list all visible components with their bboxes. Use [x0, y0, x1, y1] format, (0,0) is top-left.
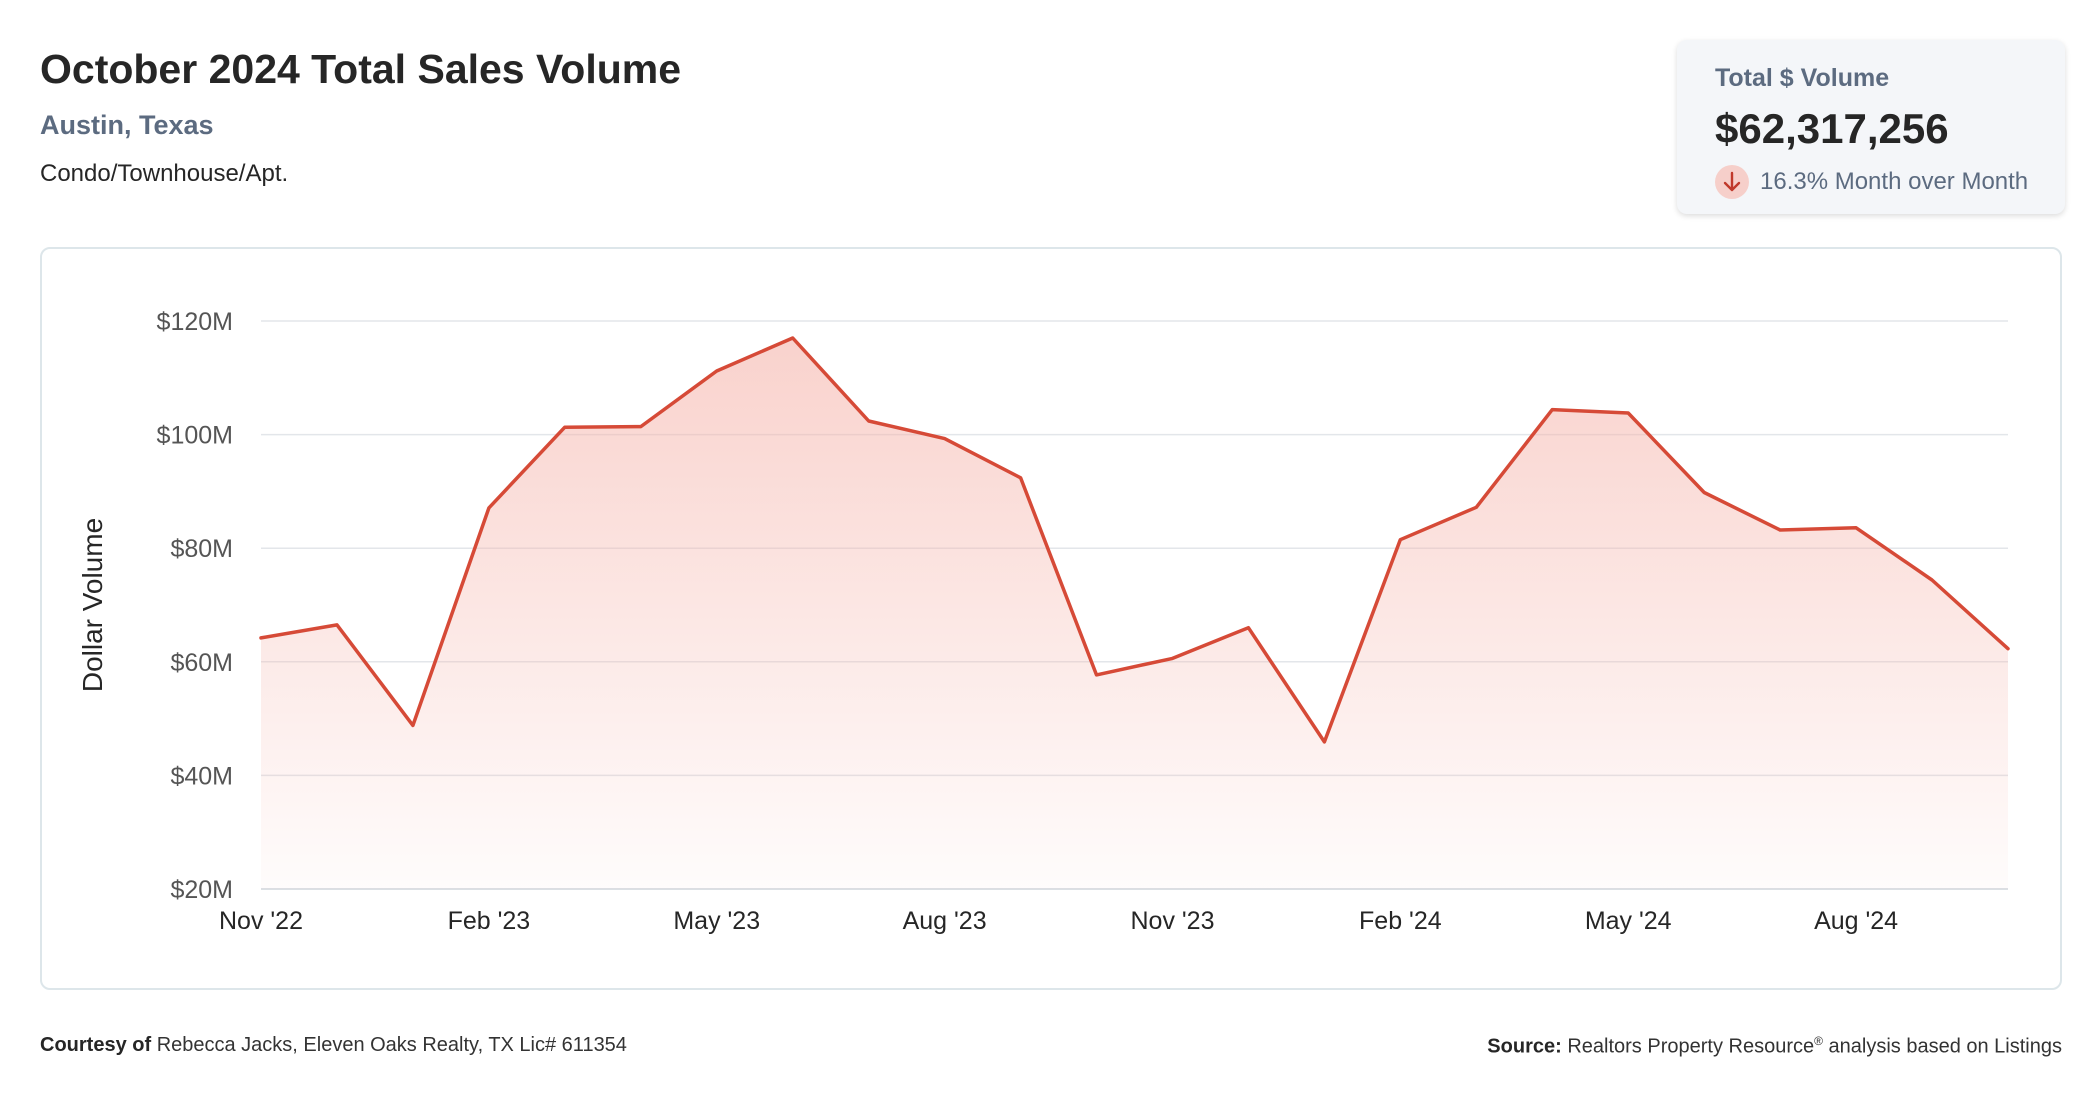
source-footer: Source: Realtors Property Resource® anal… — [1487, 1034, 2062, 1059]
page-title: October 2024 Total Sales Volume — [40, 46, 682, 92]
data-point — [715, 369, 719, 373]
y-tick-label: $100M — [157, 422, 233, 450]
data-point — [1474, 505, 1478, 509]
data-point — [867, 419, 871, 423]
courtesy-text: Rebecca Jacks, Eleven Oaks Realty, TX Li… — [156, 1034, 627, 1056]
kpi-value: $62,317,256 — [1715, 105, 1949, 152]
source-text: Realtors Property Resource — [1567, 1035, 1815, 1058]
series-area — [261, 338, 2008, 889]
y-tick-label: $20M — [170, 876, 233, 904]
kpi-label: Total $ Volume — [1715, 64, 1890, 92]
data-point — [1702, 491, 1706, 495]
y-tick-label: $40M — [170, 762, 233, 790]
data-point — [1930, 578, 1934, 582]
data-point — [1398, 538, 1402, 542]
y-axis-title: Dollar Volume — [77, 518, 108, 692]
source-label: Source: — [1487, 1035, 1562, 1058]
data-point — [1854, 526, 1858, 530]
data-point — [259, 636, 263, 640]
data-point — [1322, 740, 1326, 744]
y-tick-label: $80M — [170, 535, 233, 563]
arrow-down-icon — [1715, 165, 1749, 199]
x-tick-label: May '24 — [1585, 907, 1672, 935]
series-line — [259, 336, 2010, 744]
data-point — [1550, 408, 1554, 412]
data-point — [563, 425, 567, 429]
x-tick-label: Aug '23 — [903, 907, 987, 935]
x-tick-label: Feb '24 — [1359, 907, 1442, 935]
y-tick-label: $120M — [157, 308, 233, 336]
x-tick-label: Feb '23 — [448, 907, 531, 935]
location-subtitle: Austin, Texas — [40, 110, 214, 140]
data-point — [487, 506, 491, 510]
courtesy-footer: Courtesy of Rebecca Jacks, Eleven Oaks R… — [40, 1034, 627, 1057]
registered-mark: ® — [1814, 1034, 1823, 1048]
x-tick-label: Nov '23 — [1130, 907, 1214, 935]
kpi-change-text: 16.3% Month over Month — [1760, 168, 2029, 195]
data-point — [1095, 673, 1099, 677]
total-volume-card: Total $ Volume $62,317,256 16.3% Month o… — [1677, 40, 2065, 214]
chart-panel: $20M $40M $60M $80M $100M $120M Nov '22 Feb '23… — [40, 247, 2062, 990]
data-point — [1246, 626, 1250, 630]
y-tick-label: $60M — [170, 649, 233, 677]
sales-volume-chart: $20M $40M $60M $80M $100M $120M Nov '22 Feb '23… — [77, 308, 2010, 935]
property-type-label: Condo/Townhouse/Apt. — [40, 160, 289, 187]
data-point — [411, 723, 415, 727]
data-point — [1626, 411, 1630, 415]
data-point — [2006, 647, 2010, 651]
data-point — [639, 425, 643, 429]
data-point — [1778, 528, 1782, 532]
data-point — [943, 437, 947, 441]
courtesy-label: Courtesy of — [40, 1034, 152, 1056]
source-text-tail: analysis based on Listings — [1822, 1035, 2063, 1058]
data-point — [1019, 476, 1023, 480]
x-tick-label: Aug '24 — [1814, 907, 1898, 935]
data-point — [1170, 656, 1174, 660]
x-tick-label: May '23 — [673, 907, 760, 935]
x-tick-label: Nov '22 — [219, 907, 303, 935]
kpi-change-row: 16.3% Month over Month — [1715, 165, 2065, 199]
data-point — [791, 336, 795, 340]
data-point — [335, 623, 339, 627]
